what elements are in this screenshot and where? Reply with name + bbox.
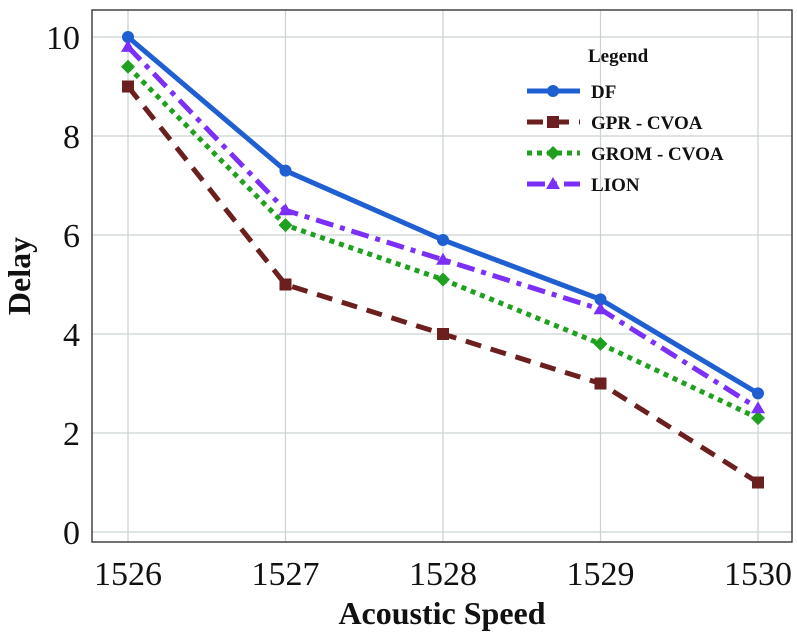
x-tick-label: 1529 (567, 556, 635, 593)
legend-label-lion: LION (591, 175, 640, 196)
series-gpr-cvoa (122, 80, 764, 489)
y-tick-label: 4 (63, 317, 80, 354)
x-axis-title: Acoustic Speed (338, 595, 545, 631)
data-point-gpr-cvoa (122, 80, 134, 93)
legend-marker-df (547, 85, 559, 97)
data-point-gpr-cvoa (437, 328, 449, 340)
x-tick-label: 1526 (94, 556, 162, 593)
y-axis-title: Delay (1, 237, 37, 315)
tick-labels: 1526 1527 1528 1529 1530 0 2 4 6 8 10 (46, 20, 792, 593)
data-point-grom-cvoa (121, 59, 135, 74)
y-tick-label: 6 (63, 218, 80, 255)
series-df (122, 31, 764, 400)
legend-item-lion: LION (527, 175, 640, 196)
legend-item-df: DF (527, 82, 616, 103)
series-lion (121, 39, 765, 414)
legend-item-gpr-cvoa: GPR - CVOA (527, 113, 703, 134)
y-tick-label: 8 (63, 119, 80, 156)
data-point-df (437, 233, 449, 246)
data-point-lion (593, 302, 608, 315)
legend-label-df: DF (591, 82, 616, 103)
y-tick-label: 2 (63, 416, 80, 453)
data-point-grom-cvoa (436, 272, 450, 287)
legend-label-grom-cvoa: GROM - CVOA (591, 144, 724, 165)
x-tick-label: 1527 (252, 556, 320, 593)
data-point-gpr-cvoa (279, 278, 292, 291)
plot-frame (91, 9, 793, 543)
x-tick-label: 1528 (409, 556, 477, 593)
data-point-df (752, 387, 764, 400)
legend: Legend DF GPR - CVOA GROM - CVOA LION (527, 46, 724, 196)
data-point-gpr-cvoa (752, 476, 764, 489)
legend-marker-lion (546, 177, 560, 189)
series-line-lion (126, 45, 760, 411)
y-tick-label: 0 (63, 515, 80, 552)
data-point-df (279, 164, 292, 177)
data-point-gpr-cvoa (594, 377, 607, 390)
data-point-lion (121, 39, 135, 52)
data-point-lion (751, 401, 765, 414)
x-tick-label: 1530 (724, 556, 792, 593)
legend-title: Legend (588, 46, 649, 67)
data-point-lion (278, 203, 293, 216)
series-layer (121, 31, 765, 489)
data-point-grom-cvoa (278, 218, 293, 233)
legend-item-grom-cvoa: GROM - CVOA (527, 144, 724, 165)
legend-marker-grom-cvoa (546, 146, 560, 160)
series-grom-cvoa (121, 59, 765, 426)
data-point-grom-cvoa (593, 336, 608, 351)
data-point-grom-cvoa (751, 411, 765, 426)
legend-label-gpr-cvoa: GPR - CVOA (591, 113, 703, 134)
data-point-lion (436, 252, 450, 265)
legend-marker-gpr-cvoa (547, 116, 559, 128)
y-tick-label: 10 (46, 20, 80, 57)
